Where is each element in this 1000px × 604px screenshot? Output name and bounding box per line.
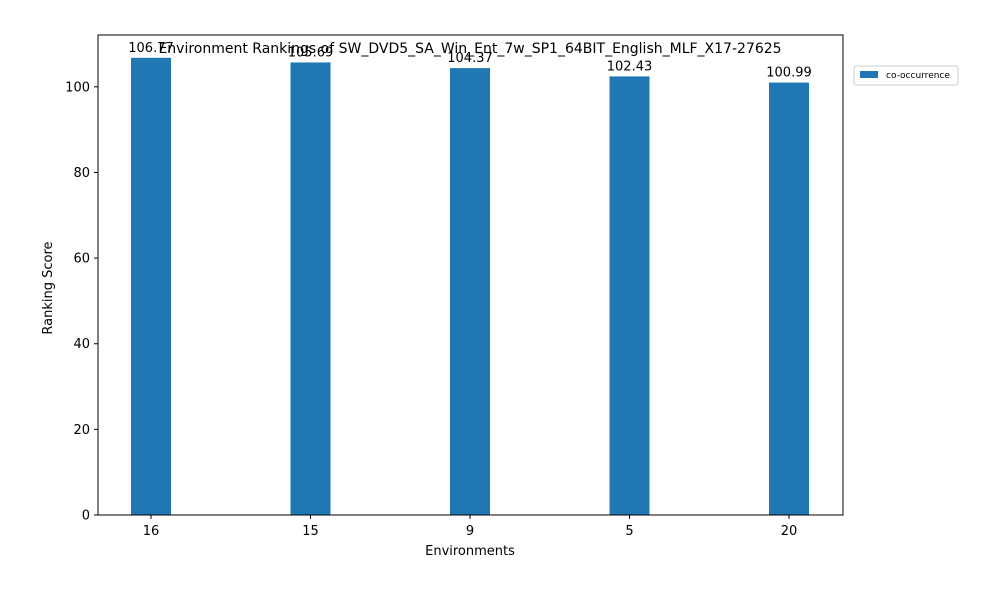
y-tick-label-80: 80: [73, 166, 90, 181]
y-tick-label-60: 60: [73, 252, 90, 267]
x-tick-label-15: 15: [302, 524, 319, 539]
legend-frame: [853, 65, 959, 86]
x-tick-label-5: 5: [625, 524, 633, 539]
data-label-15: 105.69: [288, 45, 334, 60]
y-tick-label-0: 0: [82, 509, 90, 524]
bars-layer: [131, 57, 809, 515]
plot-frame: [97, 34, 844, 516]
bar-9: [450, 68, 490, 515]
legend: co-occurrence: [853, 65, 959, 86]
bar-15: [290, 62, 331, 515]
chart-title: Environment Rankings of SW_DVD5_SA_Win_E…: [158, 41, 781, 57]
bar-20: [769, 82, 809, 515]
data-labels-layer: 106.77 105.69 104.37 102.43 100.99: [128, 41, 812, 81]
data-label-20: 100.99: [766, 66, 812, 81]
y-tick-label-100: 100: [65, 80, 90, 95]
x-tick-label-16: 16: [143, 524, 160, 539]
y-axis-label: Ranking Score: [41, 241, 56, 334]
y-axis: 0 20 40 60 80 100: [65, 80, 98, 524]
bar-16: [131, 57, 171, 515]
legend-label-co-occurrence: co-occurrence: [886, 71, 950, 81]
data-label-5: 102.43: [607, 59, 653, 74]
legend-swatch-co-occurrence: [860, 71, 878, 78]
x-tick-label-20: 20: [781, 524, 798, 539]
y-tick-label-20: 20: [73, 423, 90, 438]
x-axis-label: Environments: [425, 544, 515, 559]
x-axis: 16 15 9 5 20: [143, 515, 798, 539]
bar-5: [609, 76, 650, 515]
data-label-16: 106.77: [128, 41, 174, 56]
data-label-9: 104.37: [447, 51, 493, 66]
y-tick-label-40: 40: [73, 337, 90, 352]
x-tick-label-9: 9: [466, 524, 474, 539]
